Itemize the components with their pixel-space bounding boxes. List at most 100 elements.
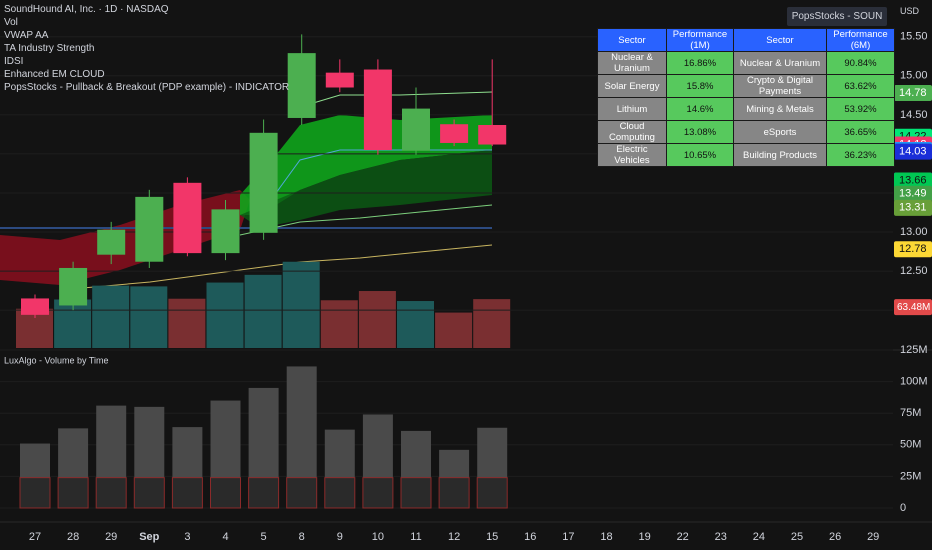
candle-body (249, 132, 278, 233)
price-label-bg (894, 185, 932, 202)
x-tick-label: 27 (29, 531, 41, 543)
x-tick-label: Sep (139, 531, 159, 543)
table-cell: 15.8% (666, 74, 734, 98)
indicator: TA Industry Strength (4, 43, 95, 54)
legend: SoundHound AI, Inc. · 1D · NASDAQ Vol VW… (4, 3, 289, 94)
table-cell: 16.86% (666, 51, 734, 75)
x-tick-label: 9 (337, 531, 343, 543)
volume-bar (206, 282, 244, 348)
table-cell: Solar Energy (597, 74, 667, 98)
table-cell: 36.23% (826, 143, 895, 167)
x-tick-label: 29 (105, 531, 117, 543)
y-tick-label: 14.50 (900, 109, 928, 121)
x-tick-label: 19 (638, 531, 650, 543)
volume-bar (397, 301, 434, 348)
volume-avg-box (171, 477, 203, 509)
price-label: 14.78 (899, 87, 927, 99)
x-tick-label: 24 (753, 531, 765, 543)
candle-body (363, 69, 392, 150)
x-tick-label: 29 (867, 531, 879, 543)
y-tick-label: 15.50 (900, 31, 928, 43)
table-cell: 14.6% (666, 97, 734, 121)
volume-label-bg (894, 299, 932, 316)
candle-body (135, 196, 164, 262)
table-cell: eSports (733, 120, 827, 144)
candle-body (21, 298, 49, 315)
table-cell: 63.62% (826, 74, 895, 98)
volume-avg-box (324, 477, 356, 509)
x-tick-label: 3 (184, 531, 190, 543)
table-cell: 36.65% (826, 120, 895, 144)
indicator: IDSI (4, 56, 24, 67)
y-tick-label: 13.00 (900, 226, 928, 238)
volume-avg-box (248, 477, 280, 509)
x-tick-label: 10 (372, 531, 384, 543)
candle-body (325, 72, 354, 88)
badge: PopsStocks - SOUN (787, 7, 887, 26)
candle-body (97, 229, 126, 255)
x-tick-label: 11 (410, 531, 421, 543)
candle-body (440, 124, 469, 143)
y-tick-label: 50M (900, 439, 921, 451)
table-cell: Sector (733, 28, 827, 52)
table-cell: Lithium (597, 97, 667, 121)
y-tick-label: 100M (900, 376, 928, 388)
y-tick-label: 12.50 (900, 265, 928, 277)
price-label-bg (894, 199, 932, 216)
currency[interactable]: USD (900, 6, 920, 16)
x-tick-label: 5 (261, 531, 267, 543)
x-tick-label: 16 (524, 531, 536, 543)
price-label: 12.78 (899, 243, 927, 255)
volume-bar (130, 286, 168, 348)
table-cell: 53.92% (826, 97, 895, 121)
candle-body (211, 209, 240, 254)
volume-avg-box (362, 477, 394, 509)
x-tick-label: 23 (715, 531, 727, 543)
symbol-title: SoundHound AI, Inc. · 1D · NASDAQ (4, 4, 169, 15)
table-cell: Nuclear & Uranium (597, 51, 667, 75)
candle-body (59, 267, 88, 306)
candle-body (287, 53, 316, 118)
volume-avg-box (19, 477, 51, 509)
volume-avg-box (210, 477, 241, 509)
x-tick-label: 15 (486, 531, 498, 543)
price-label: 13.49 (899, 188, 927, 200)
y-tick-label: 15.00 (900, 70, 928, 82)
price-label: 13.31 (899, 202, 927, 214)
volume-avg-box (57, 477, 89, 509)
volume-bar (92, 285, 130, 348)
y-tick-label: 25M (900, 470, 921, 482)
y-tick-label: 125M (900, 344, 928, 356)
table-cell: Cloud Computing (597, 120, 667, 144)
indicator: VWAP AA (4, 30, 49, 41)
x-tick-label: 8 (299, 531, 305, 543)
table-cell: Crypto & Digital Payments (733, 74, 827, 98)
candle-body (478, 125, 507, 145)
volume-avg-box (286, 477, 318, 509)
x-tick-label: 28 (67, 531, 79, 543)
table-cell: 90.84% (826, 51, 895, 75)
x-tick-label: 4 (222, 531, 228, 543)
price-label-bg (894, 241, 932, 258)
table-cell: 13.08% (666, 120, 734, 144)
y-tick-label: 75M (900, 407, 921, 419)
volume-bar (358, 291, 396, 348)
volume-bar (168, 298, 206, 348)
sector-table: Sector Performance (1M) Sector Performance … (597, 28, 895, 167)
candle-body (402, 108, 430, 151)
volume-label: 63.48M (897, 302, 930, 313)
x-tick-label: 26 (829, 531, 841, 543)
indicator: Vol (4, 17, 18, 28)
x-tick-label: 17 (562, 531, 574, 543)
x-tick-label: 22 (677, 531, 689, 543)
indicator: Enhanced EM CLOUD (4, 69, 105, 80)
volume-bar (282, 261, 320, 348)
table-cell: Sector (597, 28, 667, 52)
y-tick-label: 0 (900, 502, 906, 514)
volume-avg-box (133, 477, 165, 509)
price-label-bg (894, 84, 932, 101)
volume-bar (320, 300, 358, 348)
table-cell: Performance (1M) (666, 28, 734, 52)
